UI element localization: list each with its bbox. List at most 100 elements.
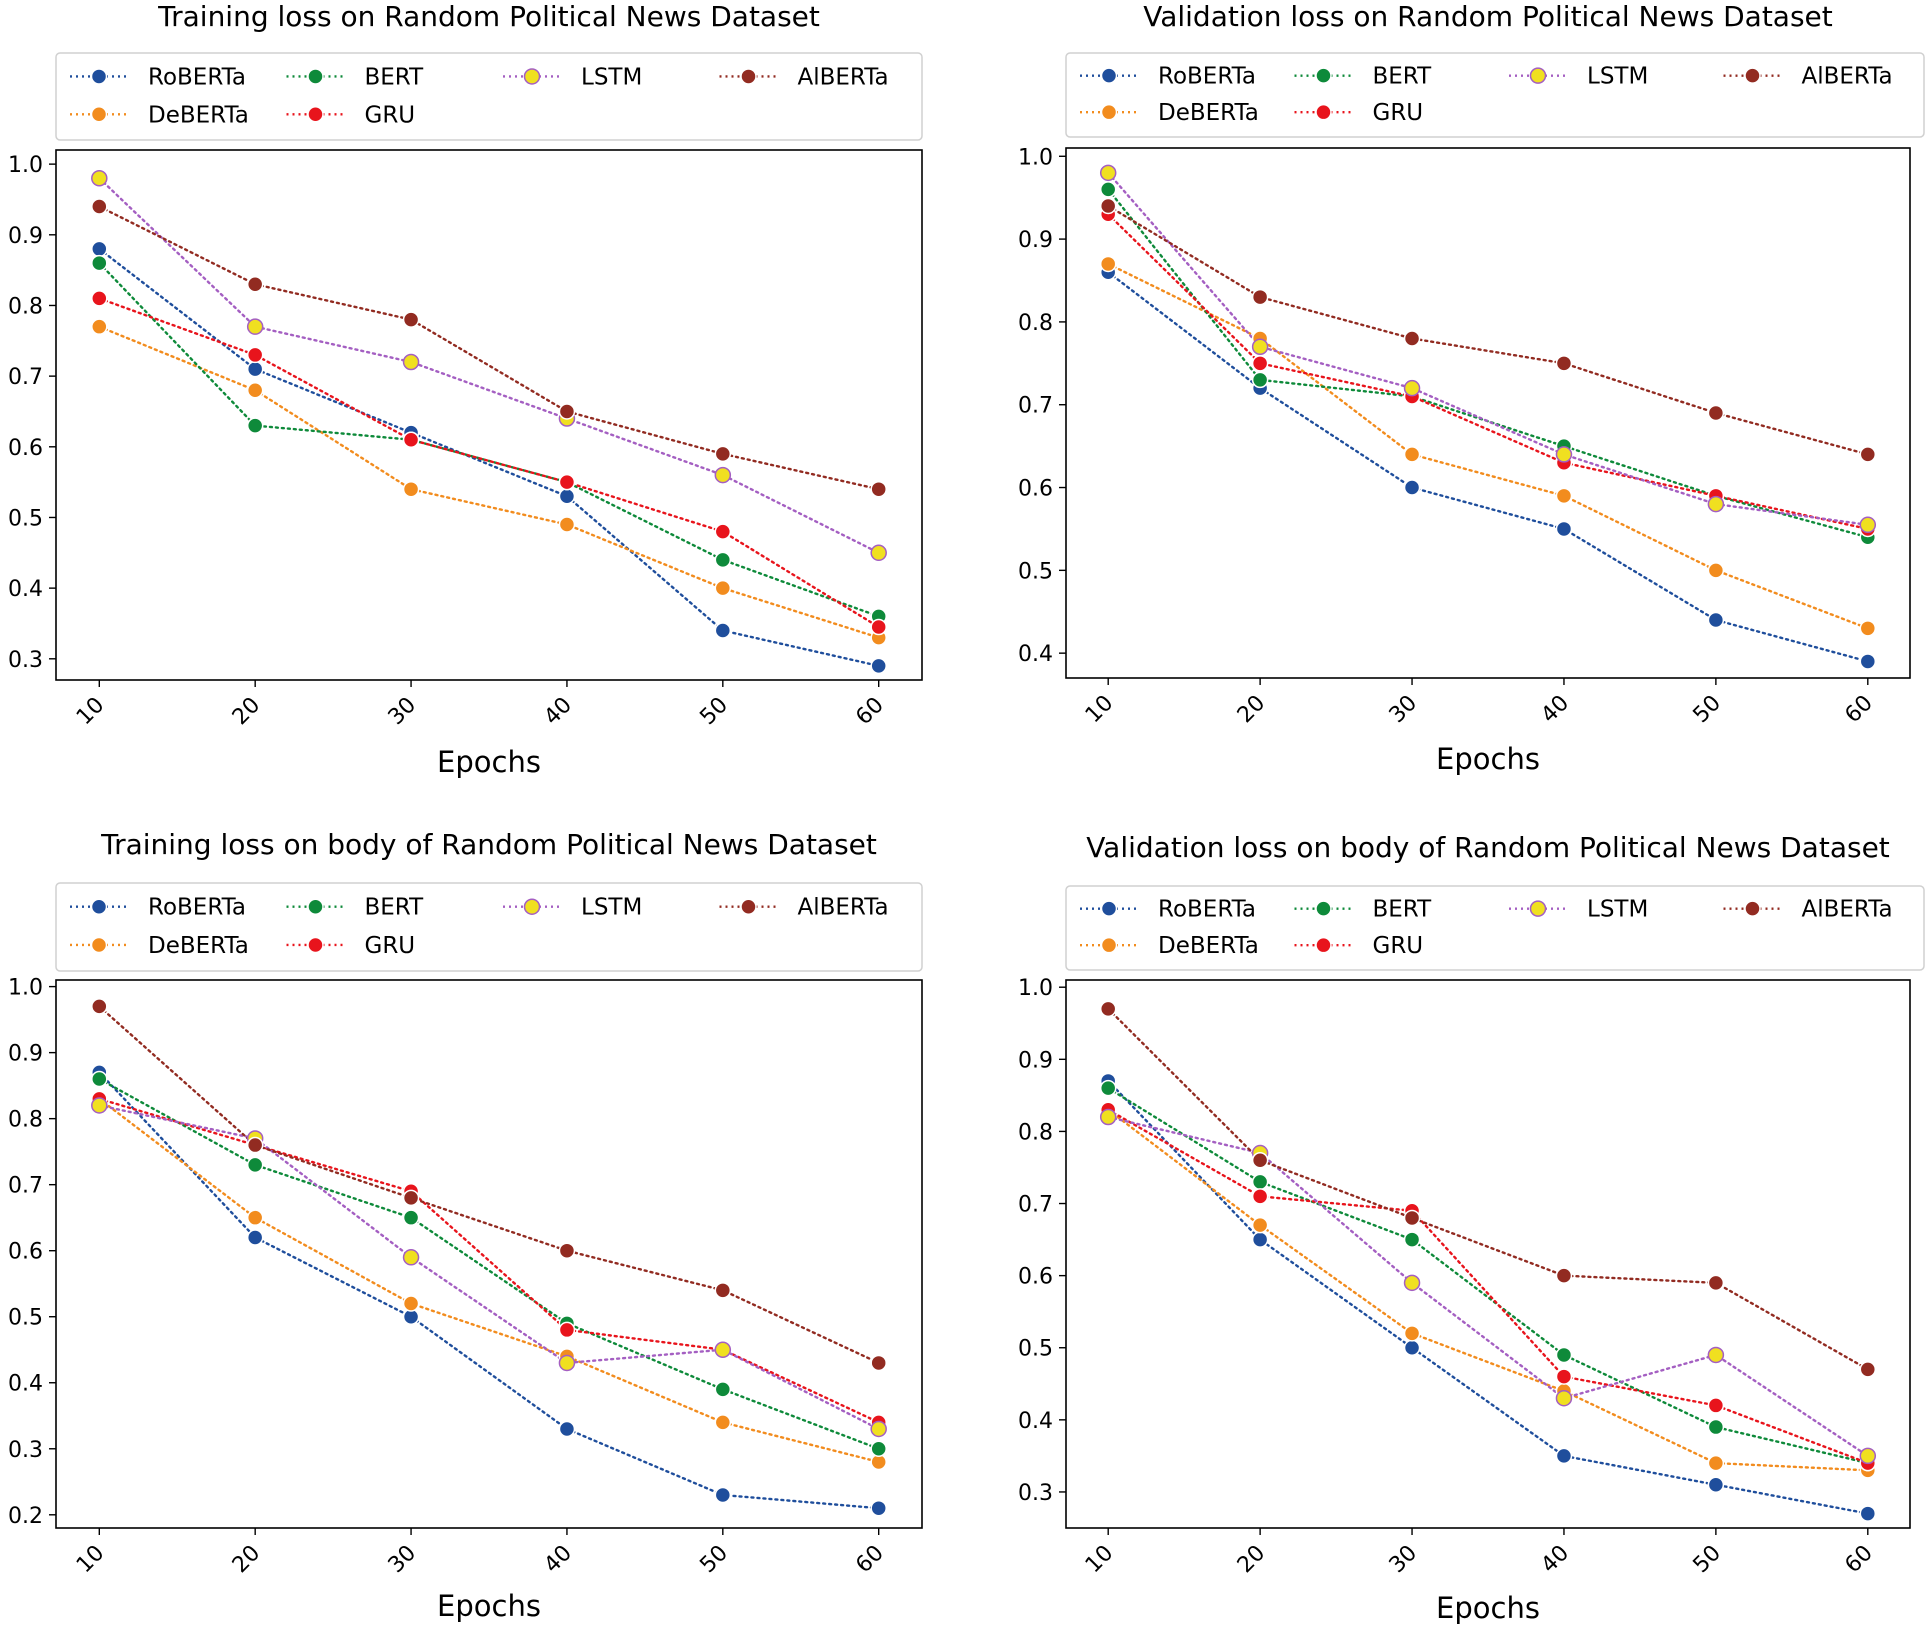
y-tick-label: 0.8	[1018, 311, 1053, 336]
legend-entry-bert: BERT	[286, 64, 424, 90]
data-point-lstm	[91, 170, 108, 187]
legend-label: DeBERTa	[148, 102, 249, 128]
data-point-lstm	[1099, 1108, 1117, 1126]
axes-frame	[55, 979, 923, 1529]
data-point-roberta	[1555, 1447, 1573, 1465]
data-point-bert	[870, 1440, 887, 1458]
series-line-deberta	[98, 325, 880, 639]
series-line-roberta	[1106, 1079, 1870, 1515]
axes-frame	[55, 149, 923, 681]
legend-entry-bert: BERT	[286, 895, 425, 921]
chart-panel-2: Validation loss on Random Political News…	[1018, 0, 1925, 776]
data-point-alberta	[1555, 1267, 1573, 1284]
data-point-bert	[1099, 1079, 1117, 1097]
legend-label: AlBERTa	[798, 895, 889, 921]
y-tick-label: 0.2	[8, 1504, 43, 1529]
data-point-roberta	[1403, 1339, 1421, 1356]
data-point-bert	[1555, 1346, 1573, 1364]
legend-entry-lstm: LSTM	[503, 64, 642, 90]
legend-entry-deberta: DeBERTa	[70, 933, 249, 959]
legend-frame	[55, 52, 923, 141]
data-point-bert	[402, 1209, 420, 1226]
chart-title: Training loss on Random Political News D…	[157, 0, 820, 33]
data-point-lstm	[714, 1341, 732, 1358]
legend-entry-alberta: AlBERTa	[1723, 64, 1893, 90]
y-tick-label: 0.8	[1018, 1120, 1053, 1145]
series-line-lstm	[1106, 171, 1870, 526]
data-point-lstm	[870, 1420, 887, 1438]
data-point-bert	[1707, 1418, 1725, 1436]
data-point-roberta	[1707, 1476, 1725, 1493]
x-axis-label: Epochs	[1436, 1591, 1540, 1625]
data-point-alberta	[558, 403, 576, 420]
data-point-deberta	[714, 1414, 732, 1431]
legend-entry-lstm: LSTM	[503, 895, 642, 921]
data-point-bert	[91, 1070, 108, 1088]
data-point-lstm	[558, 1354, 576, 1372]
axes-frame	[1065, 979, 1911, 1529]
data-point-alberta	[402, 1189, 420, 1207]
legend-label: GRU	[365, 102, 416, 128]
legend-marker-roberta	[1100, 900, 1118, 917]
y-tick-label: 0.3	[1018, 1481, 1053, 1506]
y-tick-label: 0.9	[8, 224, 43, 249]
data-point-roberta	[1251, 1231, 1269, 1248]
y-tick-label: 0.8	[8, 1108, 43, 1133]
data-point-deberta	[1403, 446, 1421, 463]
y-tick-label: 0.3	[8, 1438, 43, 1463]
y-tick-label: 1.0	[1018, 976, 1053, 1001]
data-point-deberta	[402, 1295, 420, 1312]
data-point-alberta	[402, 311, 420, 328]
data-point-alberta	[91, 198, 108, 215]
legend-entry-deberta: DeBERTa	[70, 102, 249, 128]
legend-entry-alberta: AlBERTa	[719, 64, 889, 90]
series-line-alberta	[1106, 204, 1870, 456]
y-tick-label: 0.4	[8, 1372, 43, 1397]
data-point-alberta	[1099, 1000, 1117, 1018]
data-point-lstm	[1707, 495, 1725, 513]
data-point-lstm	[1859, 516, 1877, 534]
data-point-gru	[714, 523, 732, 540]
data-point-roberta	[246, 1229, 264, 1246]
data-point-deberta	[1707, 562, 1725, 579]
data-point-alberta	[1251, 288, 1269, 306]
legend-label: LSTM	[1587, 64, 1648, 90]
data-point-gru	[558, 473, 576, 491]
series-line-bert	[1106, 1086, 1870, 1465]
legend-marker-lstm	[1529, 67, 1547, 84]
y-tick-label: 1.0	[1018, 145, 1053, 170]
data-point-gru	[558, 1321, 576, 1339]
legend-entry-lstm: LSTM	[1509, 64, 1648, 90]
y-tick-label: 0.7	[8, 365, 43, 390]
legend-marker-alberta	[740, 68, 757, 85]
legend-marker-roberta	[1100, 67, 1118, 84]
legend-label: LSTM	[581, 64, 642, 90]
legend-label: BERT	[365, 895, 425, 921]
series-line-bert	[98, 261, 880, 618]
data-point-deberta	[558, 516, 576, 533]
legend: RoBERTa DeBERTa BERT GRU LSTM AlBERTa	[1065, 885, 1925, 971]
legend-marker-lstm	[523, 68, 541, 85]
y-tick-label: 0.9	[1018, 228, 1053, 253]
data-point-alberta	[714, 445, 732, 463]
legend-label: GRU	[365, 933, 416, 959]
data-point-alberta	[1859, 446, 1877, 463]
legend-label: RoBERTa	[1158, 897, 1256, 923]
legend-label: LSTM	[581, 895, 642, 921]
data-point-bert	[246, 417, 264, 434]
legend-label: AlBERTa	[1802, 897, 1893, 923]
legend-marker-bert	[307, 898, 324, 915]
data-point-gru	[1251, 1188, 1269, 1205]
x-axis-label: Epochs	[437, 1589, 541, 1623]
data-point-lstm	[1099, 164, 1117, 182]
data-point-gru	[91, 290, 108, 307]
legend-entry-deberta: DeBERTa	[1080, 100, 1259, 126]
legend-entry-alberta: AlBERTa	[719, 895, 889, 921]
data-point-roberta	[714, 1486, 732, 1504]
y-tick-label: 0.6	[8, 436, 43, 461]
legend-marker-alberta	[740, 898, 757, 915]
legend-label: AlBERTa	[1802, 64, 1893, 90]
data-point-lstm	[402, 1249, 420, 1266]
legend-label: AlBERTa	[798, 64, 889, 90]
